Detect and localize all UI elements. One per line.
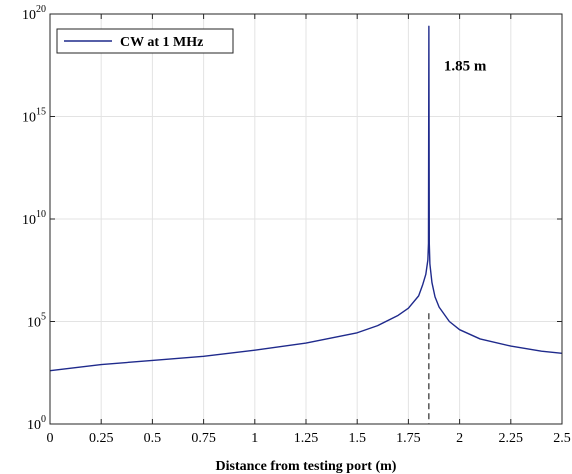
ticks: [49, 13, 563, 425]
x-tick-label: 0.5: [144, 431, 162, 446]
x-tick-label: 2.5: [553, 431, 571, 446]
x-tick-label: 1: [251, 431, 258, 446]
x-tick-label: 1.5: [348, 431, 366, 446]
x-tick-label: 0.25: [89, 431, 114, 446]
grid: [50, 14, 562, 424]
tick-labels: 0 0.25 0.5 0.75 1 1.25 1.5 1.75 2 2.25 2.5 100 105 10…: [22, 4, 571, 446]
x-axis-label: Distance from testing port (m): [216, 459, 397, 474]
y-tick-label: 100: [27, 414, 46, 433]
x-tick-label: 0.75: [191, 431, 216, 446]
legend-label: CW at 1 MHz: [120, 35, 203, 50]
series-layer: [49, 25, 563, 372]
y-tick-label: 105: [27, 312, 46, 331]
x-tick-label: 2: [456, 431, 463, 446]
y-tick-label: 1020: [22, 4, 46, 23]
x-tick-label: 1.25: [294, 431, 319, 446]
legend: CW at 1 MHz: [56, 28, 234, 54]
x-tick-label: 1.75: [396, 431, 421, 446]
series-line: [49, 25, 563, 372]
x-tick-label: 2.25: [499, 431, 524, 446]
y-tick-label: 1010: [22, 209, 46, 228]
y-tick-label: 1015: [22, 107, 46, 126]
annotation-layer: 1.85 m: [428, 58, 487, 424]
x-tick-label: 0: [47, 431, 54, 446]
annotation-label: 1.85 m: [444, 58, 487, 74]
